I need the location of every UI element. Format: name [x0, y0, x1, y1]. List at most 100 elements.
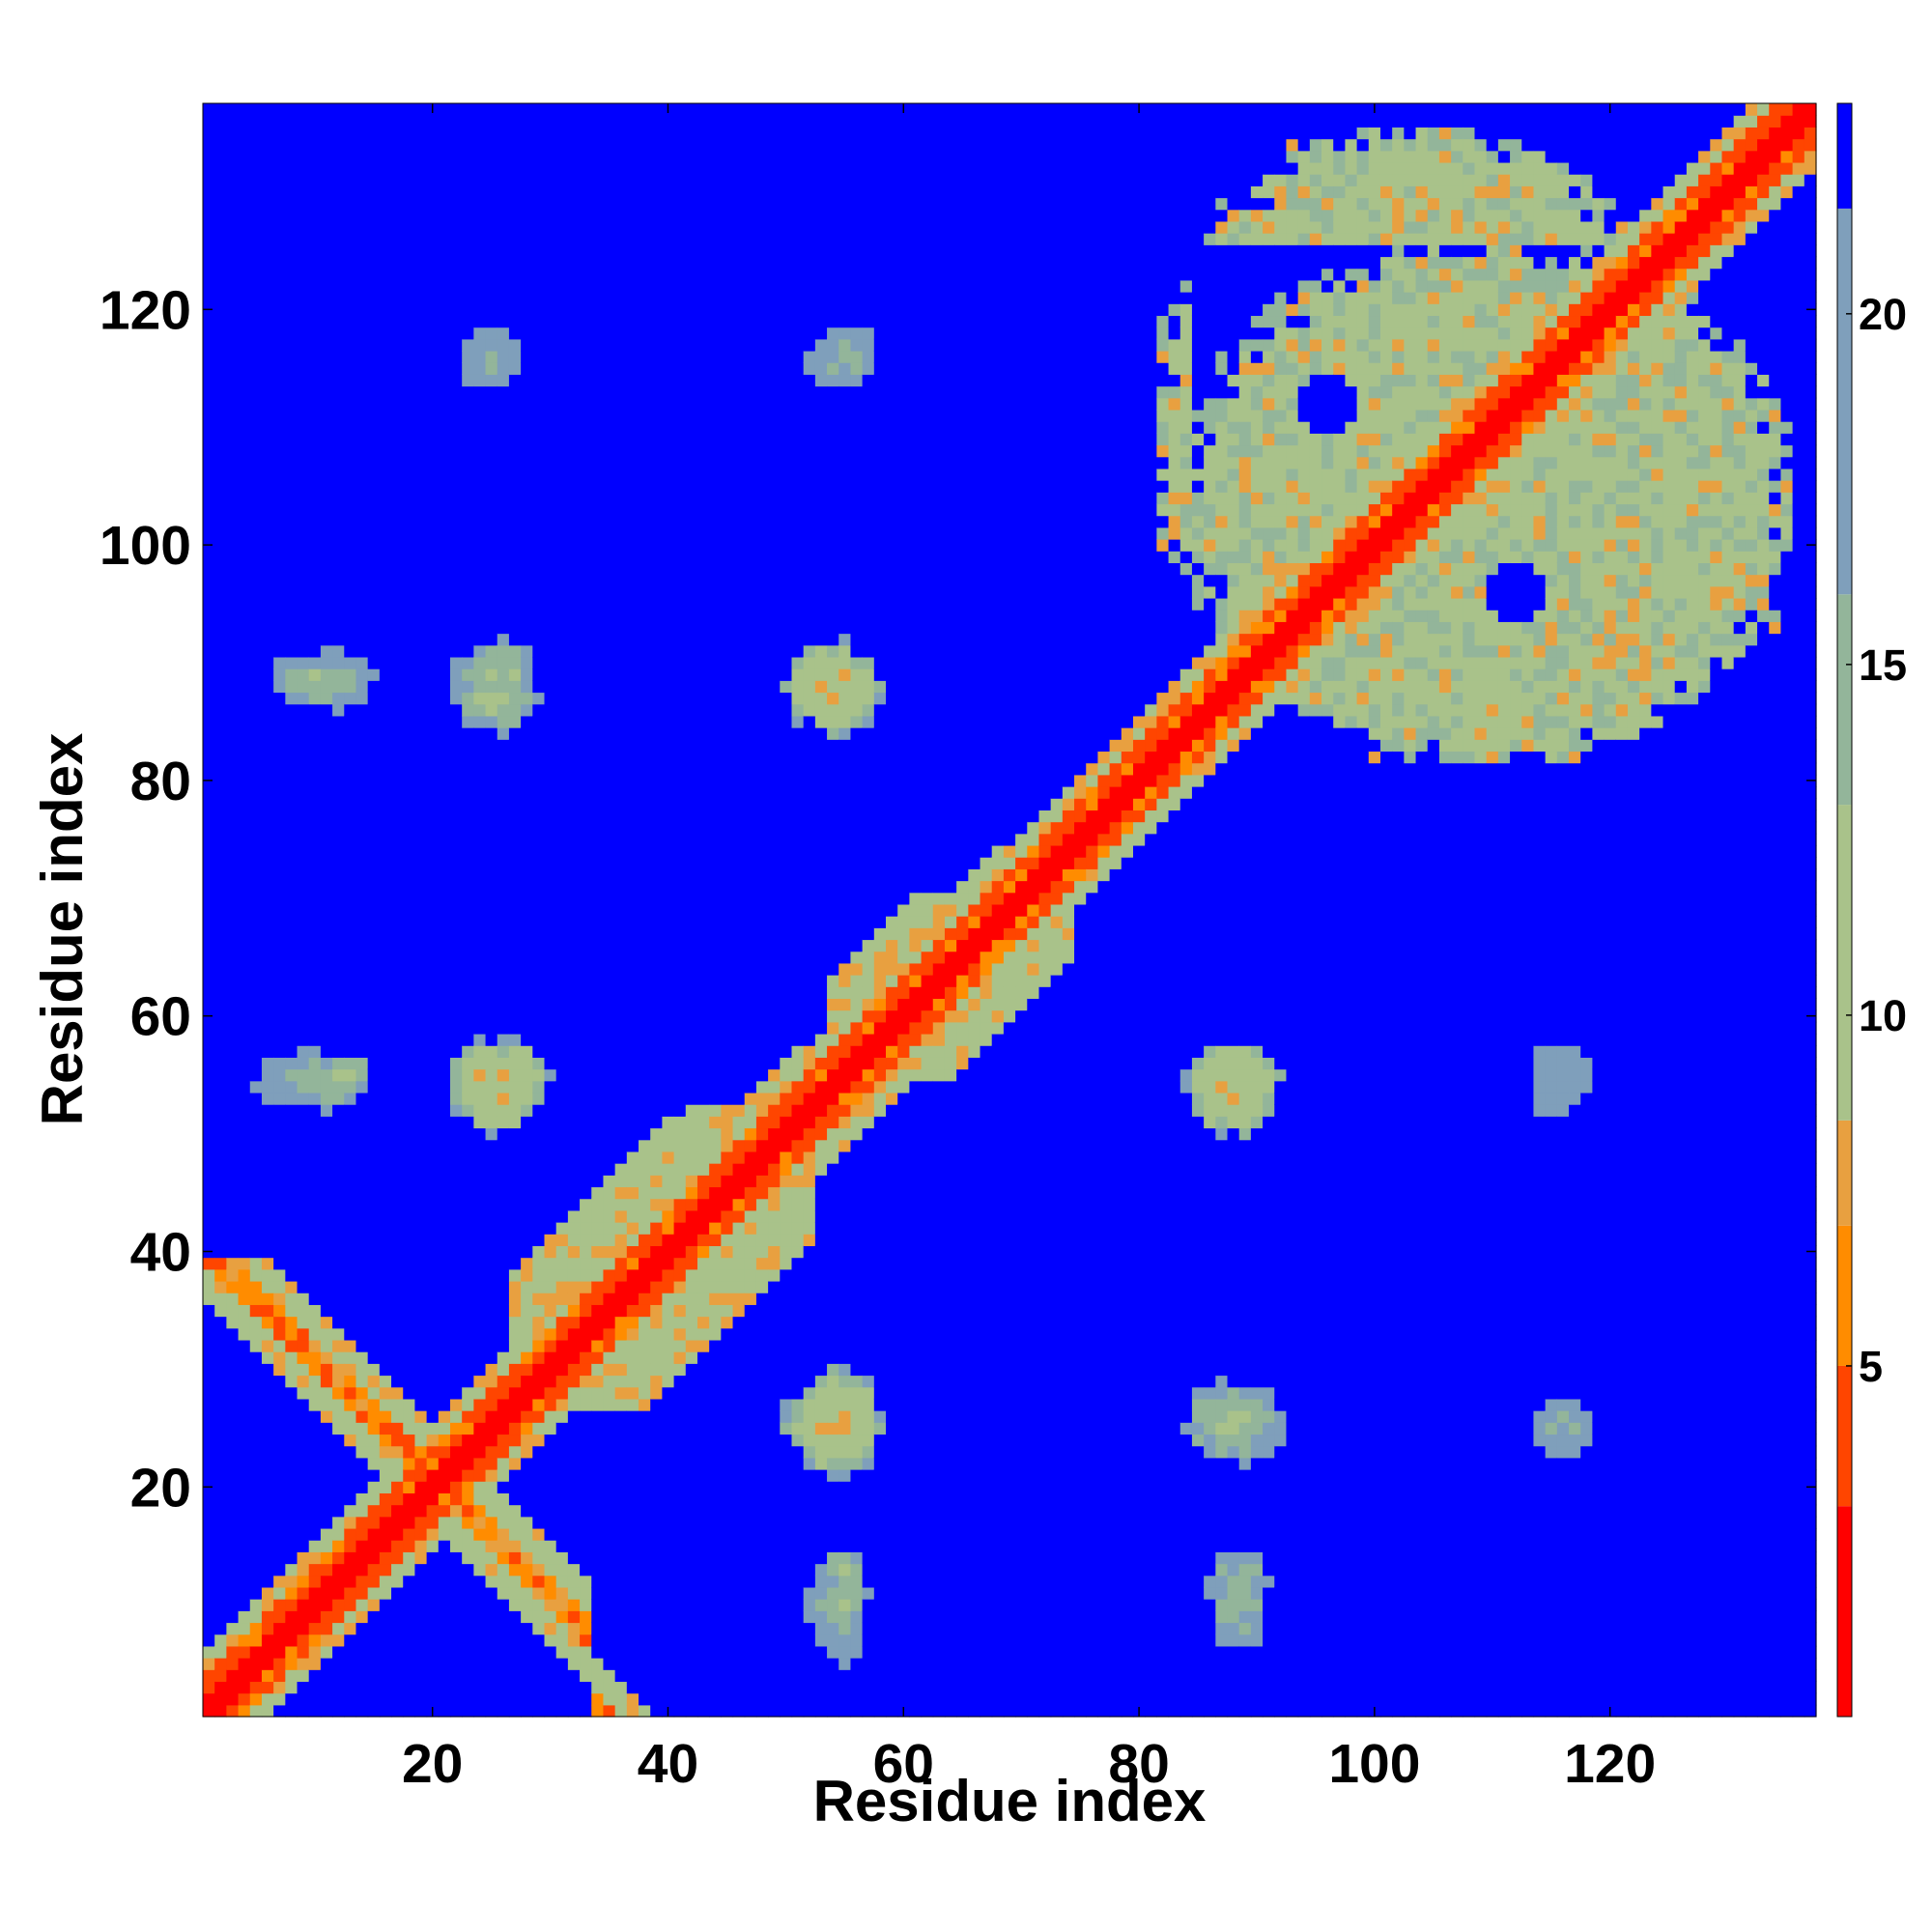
heatmap-cell: [391, 503, 404, 517]
heatmap-cell: [414, 1104, 428, 1117]
heatmap-cell: [261, 1363, 274, 1377]
heatmap-cell: [614, 1692, 628, 1706]
heatmap-cell: [614, 562, 628, 576]
heatmap-cell: [473, 244, 487, 258]
heatmap-cell: [567, 103, 581, 116]
heatmap-cell: [320, 1481, 333, 1493]
heatmap-cell: [473, 1175, 487, 1188]
heatmap-cell: [614, 374, 628, 387]
heatmap-cell: [403, 1104, 416, 1117]
heatmap-cell: [355, 409, 369, 422]
heatmap-cell: [308, 1045, 322, 1058]
heatmap-cell: [414, 456, 428, 469]
heatmap-cell: [391, 150, 404, 163]
heatmap-cell: [449, 597, 463, 611]
heatmap-cell: [273, 279, 286, 293]
heatmap-cell: [521, 1316, 533, 1329]
heatmap-cell: [214, 1304, 227, 1318]
heatmap-cell: [249, 1622, 263, 1635]
heatmap-cell: [297, 1481, 310, 1493]
heatmap-cell: [580, 1351, 592, 1364]
heatmap-cell: [379, 197, 392, 211]
heatmap-cell: [379, 374, 392, 387]
heatmap-cell: [580, 1092, 592, 1105]
heatmap-cell: [273, 185, 286, 199]
heatmap-cell: [308, 1057, 322, 1070]
heatmap-cell: [214, 433, 227, 446]
heatmap-cell: [344, 374, 357, 387]
heatmap-cell: [273, 927, 286, 941]
heatmap-cell: [344, 597, 357, 611]
heatmap-cell: [521, 421, 533, 434]
heatmap-cell: [273, 1410, 286, 1423]
heatmap-cell: [614, 574, 628, 587]
heatmap-cell: [320, 1622, 333, 1635]
heatmap-cell: [497, 574, 510, 587]
heatmap-cell: [308, 1575, 322, 1588]
heatmap-cell: [462, 1492, 474, 1506]
heatmap-cell: [379, 751, 392, 764]
heatmap-cell: [426, 1410, 440, 1423]
heatmap-cell: [226, 515, 240, 528]
heatmap-cell: [449, 1434, 463, 1447]
heatmap-cell: [261, 610, 274, 622]
heatmap-cell: [438, 1163, 451, 1176]
heatmap-cell: [320, 1045, 333, 1058]
heatmap-cell: [320, 515, 333, 528]
heatmap-cell: [449, 1163, 463, 1176]
heatmap-cell: [414, 503, 428, 517]
heatmap-cell: [320, 1316, 333, 1329]
heatmap-cell: [214, 161, 227, 175]
heatmap-cell: [297, 456, 310, 469]
heatmap-cell: [238, 1092, 251, 1105]
heatmap-cell: [391, 1669, 404, 1683]
heatmap-cell: [355, 798, 369, 810]
heatmap-cell: [508, 727, 522, 740]
heatmap-cell: [532, 680, 546, 694]
heatmap-cell: [485, 220, 498, 234]
heatmap-cell: [462, 951, 474, 964]
heatmap-cell: [379, 857, 392, 869]
heatmap-cell: [473, 1021, 487, 1035]
heatmap-cell: [203, 1304, 215, 1318]
heatmap-cell: [332, 1527, 345, 1541]
heatmap-cell: [497, 1351, 510, 1364]
heatmap-cell: [238, 1127, 251, 1141]
heatmap-cell: [355, 1268, 369, 1282]
heatmap-cell: [261, 868, 274, 882]
heatmap-cell: [273, 1575, 286, 1588]
heatmap-cell: [449, 892, 463, 905]
heatmap-cell: [355, 585, 369, 599]
heatmap-cell: [521, 1186, 533, 1200]
heatmap-cell: [555, 1045, 569, 1058]
heatmap-cell: [438, 610, 451, 622]
heatmap-cell: [567, 762, 581, 776]
heatmap-cell: [626, 1492, 639, 1506]
heatmap-cell: [308, 703, 322, 717]
heatmap-cell: [355, 786, 369, 799]
heatmap-cell: [485, 385, 498, 399]
heatmap-cell: [591, 1268, 605, 1282]
heatmap-cell: [532, 468, 546, 481]
heatmap-cell: [508, 1057, 522, 1070]
heatmap-cell: [332, 574, 345, 587]
heatmap-cell: [580, 998, 592, 1011]
heatmap-cell: [532, 1339, 546, 1352]
heatmap-cell: [580, 1375, 592, 1388]
heatmap-cell: [614, 433, 628, 446]
heatmap-cell: [414, 1116, 428, 1129]
heatmap-cell: [567, 397, 581, 411]
heatmap-cell: [555, 1681, 569, 1694]
heatmap-cell: [449, 986, 463, 1000]
heatmap-cell: [238, 1575, 251, 1588]
heatmap-cell: [544, 1280, 557, 1293]
heatmap-cell: [308, 692, 322, 705]
heatmap-cell: [473, 1316, 487, 1329]
heatmap-cell: [544, 1139, 557, 1152]
heatmap-cell: [297, 574, 310, 587]
heatmap-cell: [391, 774, 404, 787]
heatmap-cell: [238, 1563, 251, 1577]
heatmap-cell: [355, 185, 369, 199]
heatmap-cell: [485, 374, 498, 387]
heatmap-cell: [462, 1268, 474, 1282]
